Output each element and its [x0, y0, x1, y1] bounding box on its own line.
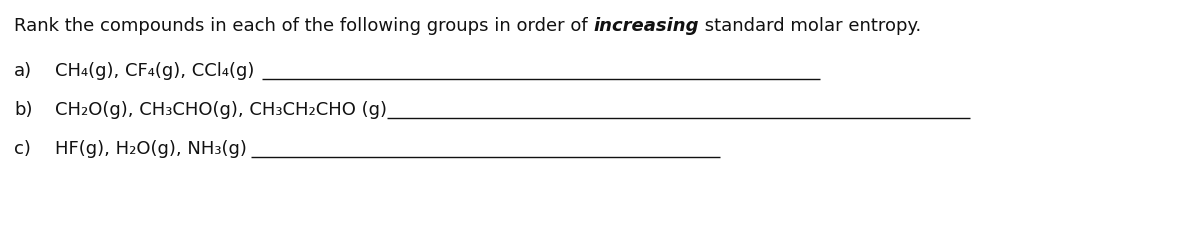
Text: Rank the compounds in each of the following groups in order of: Rank the compounds in each of the follow…: [14, 17, 593, 35]
Text: standard molar entropy.: standard molar entropy.: [698, 17, 922, 35]
Text: increasing: increasing: [593, 17, 698, 35]
Text: HF(g), H₂O(g), NH₃(g): HF(g), H₂O(g), NH₃(g): [55, 140, 247, 158]
Text: b): b): [14, 101, 32, 119]
Text: CH₄(g), CF₄(g), CCl₄(g): CH₄(g), CF₄(g), CCl₄(g): [55, 62, 254, 80]
Text: c): c): [14, 140, 31, 158]
Text: CH₂O(g), CH₃CHO(g), CH₃CH₂CHO (g): CH₂O(g), CH₃CHO(g), CH₃CH₂CHO (g): [55, 101, 386, 119]
Text: a): a): [14, 62, 32, 80]
